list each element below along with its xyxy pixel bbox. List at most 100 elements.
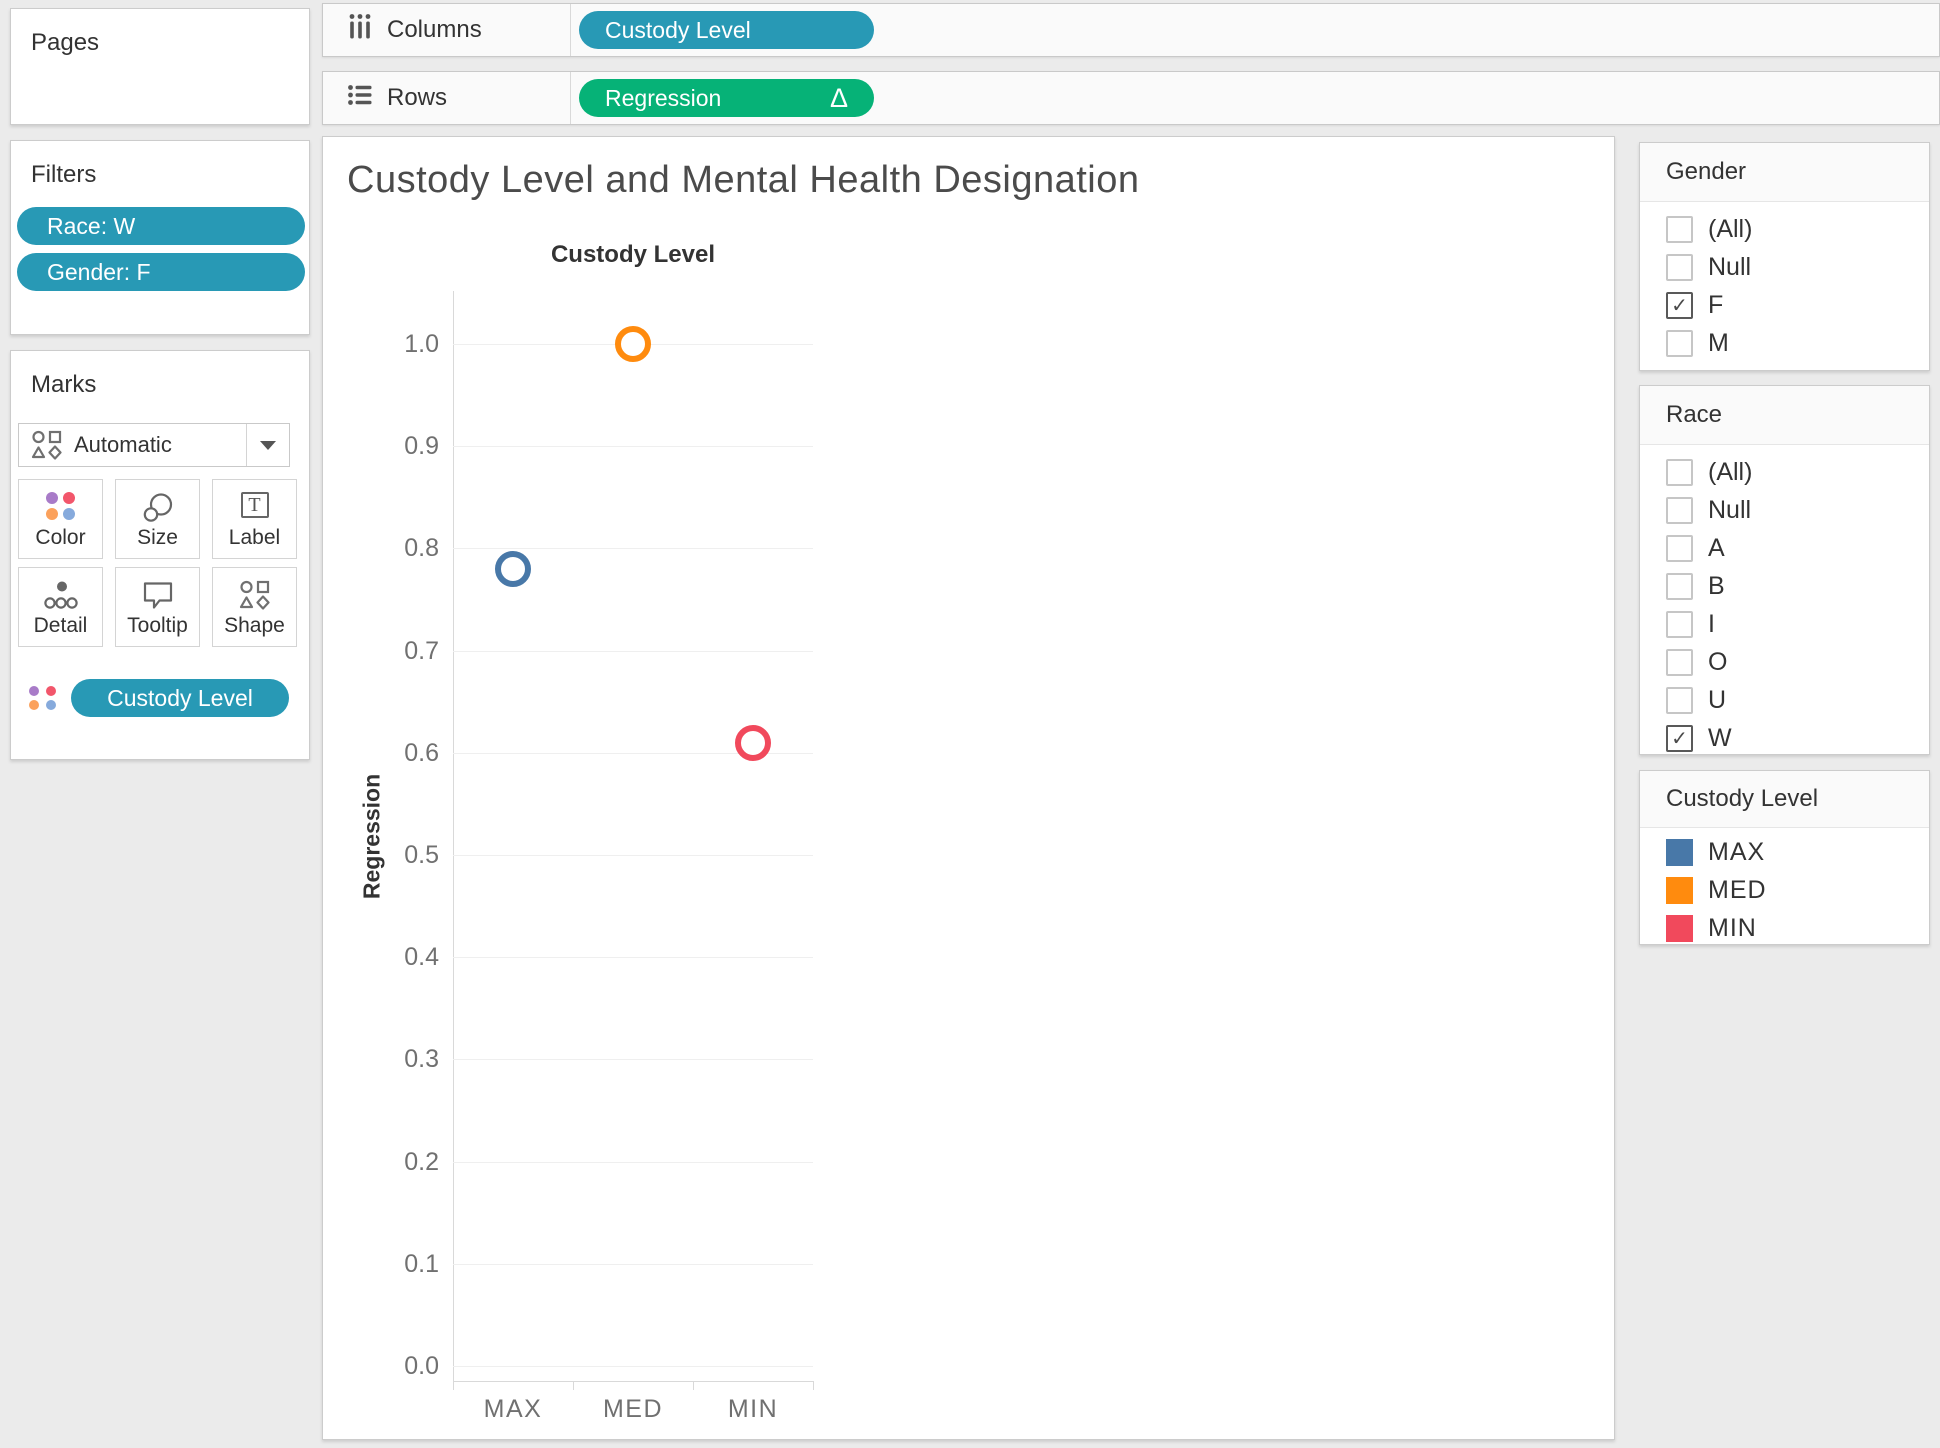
- gridline: [453, 548, 813, 550]
- plot-area[interactable]: 0.0 0.1 0.2 0.3 0.4 0.5 0.6 0.7 0.8 0.9 1.0 MAX MED M…: [323, 137, 1614, 1439]
- y-tick-label: 0.2: [404, 1147, 439, 1176]
- filter-option-all[interactable]: (All): [1640, 210, 1929, 248]
- y-tick-label: 0.3: [404, 1045, 439, 1074]
- filter-option-label: F: [1708, 290, 1724, 319]
- filter-option-label: A: [1708, 533, 1725, 562]
- y-tick-label: 1.0: [404, 330, 439, 358]
- label-button[interactable]: T Label: [212, 479, 297, 559]
- column-field-header: Custody Level: [550, 241, 716, 268]
- columns-drop-area[interactable]: Custody Level: [571, 11, 1939, 49]
- checkbox-unchecked-icon[interactable]: [1666, 686, 1693, 714]
- legend-label: MAX: [1708, 837, 1766, 866]
- checkbox-checked-icon[interactable]: ✓: [1666, 724, 1693, 752]
- legend-item-max[interactable]: MAX: [1640, 833, 1929, 871]
- custody-legend-list: MAX MED MIN: [1640, 828, 1929, 947]
- filter-pill-race-w[interactable]: Race: W: [17, 207, 305, 245]
- checkbox-unchecked-icon[interactable]: [1666, 329, 1693, 357]
- filter-option-i[interactable]: I: [1640, 605, 1929, 643]
- filter-option-w[interactable]: ✓ W: [1640, 719, 1929, 757]
- filter-option-label: Null: [1708, 495, 1752, 524]
- y-tick-label: 0.4: [404, 943, 439, 972]
- mark-type-caret-button[interactable]: [246, 424, 289, 466]
- checkbox-checked-icon[interactable]: ✓: [1666, 291, 1693, 319]
- filter-option-f[interactable]: ✓ F: [1640, 286, 1929, 324]
- custody-level-legend-card: Custody Level MAX MED MIN: [1639, 770, 1930, 945]
- delta-forecast-icon: Δ: [829, 82, 848, 113]
- legend-item-min[interactable]: MIN: [1640, 909, 1929, 947]
- legend-swatch-max: [1666, 838, 1693, 866]
- size-button[interactable]: Size: [115, 479, 200, 559]
- x-tick-label-min: MIN: [727, 1395, 779, 1423]
- filter-option-label: M: [1708, 328, 1729, 357]
- filter-option-b[interactable]: B: [1640, 567, 1929, 605]
- filter-option-m[interactable]: M: [1640, 324, 1929, 362]
- data-point-max[interactable]: [495, 550, 531, 587]
- pages-shelf[interactable]: Pages: [10, 8, 310, 125]
- x-axis-tick: [693, 1381, 694, 1390]
- data-point-med[interactable]: [615, 326, 651, 362]
- filter-option-label: U: [1708, 685, 1727, 714]
- shapes-icon: [31, 430, 62, 460]
- rows-list-icon: [347, 83, 373, 114]
- filter-option-label: Null: [1708, 252, 1752, 281]
- columns-shelf[interactable]: Columns Custody Level: [322, 3, 1940, 57]
- marks-pill-row: Custody Level: [29, 679, 289, 717]
- color-button[interactable]: Color: [18, 479, 103, 559]
- legend-swatch-min: [1666, 914, 1693, 942]
- legend-swatch-med: [1666, 876, 1693, 904]
- checkbox-unchecked-icon[interactable]: [1666, 458, 1693, 486]
- filters-shelf[interactable]: Filters Race: W Gender: F: [10, 140, 310, 335]
- filters-title: Filters: [31, 161, 97, 188]
- checkbox-unchecked-icon[interactable]: [1666, 610, 1693, 638]
- mark-type-dropdown[interactable]: Automatic: [18, 423, 290, 467]
- checkbox-unchecked-icon[interactable]: [1666, 648, 1693, 676]
- detail-dots-icon: [19, 580, 102, 611]
- marks-pill-custody-level[interactable]: Custody Level: [71, 679, 289, 717]
- filter-option-label: I: [1708, 609, 1715, 638]
- filter-option-u[interactable]: U: [1640, 681, 1929, 719]
- filter-pill-gender-f[interactable]: Gender: F: [17, 253, 305, 291]
- checkbox-unchecked-icon[interactable]: [1666, 253, 1693, 281]
- checkbox-unchecked-icon[interactable]: [1666, 496, 1693, 524]
- y-tick-label: 0.5: [404, 841, 439, 869]
- filter-option-a[interactable]: A: [1640, 529, 1929, 567]
- shape-button[interactable]: Shape: [212, 567, 297, 647]
- checkbox-unchecked-icon[interactable]: [1666, 215, 1693, 243]
- x-tick-label-med: MED: [602, 1395, 664, 1423]
- rows-drop-area[interactable]: Regression Δ: [571, 79, 1939, 117]
- gender-filter-card: Gender (All) Null ✓ F M: [1639, 142, 1930, 371]
- filter-option-all[interactable]: (All): [1640, 453, 1929, 491]
- columns-pill-custody-level[interactable]: Custody Level: [579, 11, 874, 49]
- filter-option-null[interactable]: Null: [1640, 248, 1929, 286]
- gridline: [453, 1366, 813, 1367]
- legend-item-med[interactable]: MED: [1640, 871, 1929, 909]
- gridline: [453, 1263, 813, 1265]
- detail-button[interactable]: Detail: [18, 567, 103, 647]
- chevron-down-icon: [260, 440, 276, 450]
- viz-title: Custody Level and Mental Health Designat…: [347, 159, 1140, 201]
- filter-option-label: (All): [1708, 457, 1753, 486]
- tooltip-button[interactable]: Tooltip: [115, 567, 200, 647]
- race-checkbox-list: (All) Null A B I O U ✓ W: [1640, 445, 1929, 757]
- filter-option-null[interactable]: Null: [1640, 491, 1929, 529]
- rows-shelf[interactable]: Rows Regression Δ: [322, 71, 1940, 125]
- marks-title: Marks: [31, 371, 97, 398]
- rows-shelf-text: Rows: [387, 84, 448, 111]
- rows-pill-regression[interactable]: Regression Δ: [579, 79, 874, 117]
- gridline: [453, 1059, 813, 1061]
- filter-option-o[interactable]: O: [1640, 643, 1929, 681]
- filter-option-label: (All): [1708, 214, 1753, 243]
- size-circles-icon: [116, 492, 199, 524]
- race-filter-title: Race: [1640, 386, 1929, 445]
- x-axis-tick: [813, 1381, 814, 1390]
- race-filter-card: Race (All) Null A B I O U ✓ W: [1639, 385, 1930, 755]
- checkbox-unchecked-icon[interactable]: [1666, 534, 1693, 562]
- viz-canvas: Custody Level and Mental Health Designat…: [322, 136, 1615, 1440]
- x-axis-line: [453, 1381, 814, 1382]
- pages-title: Pages: [31, 29, 100, 56]
- data-point-min[interactable]: [735, 724, 771, 761]
- checkbox-unchecked-icon[interactable]: [1666, 572, 1693, 600]
- gridline: [453, 957, 813, 959]
- gridline: [453, 650, 813, 652]
- color-dots-icon: [19, 492, 102, 520]
